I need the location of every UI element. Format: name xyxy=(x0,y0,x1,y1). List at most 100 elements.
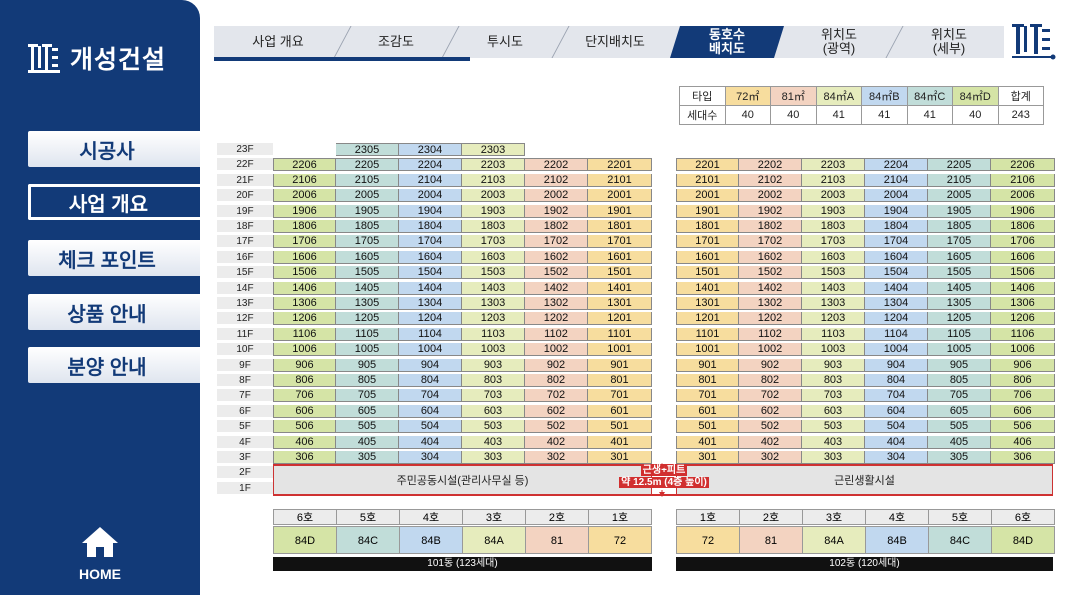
unit-cell[interactable]: 1506 xyxy=(991,266,1055,280)
unit-cell[interactable]: 1003 xyxy=(802,343,865,357)
unit-cell[interactable]: 1202 xyxy=(739,312,802,326)
unit-cell[interactable]: 2002 xyxy=(739,189,802,203)
unit-cell[interactable]: 1706 xyxy=(991,235,1055,249)
unit-cell[interactable]: 2201 xyxy=(676,158,739,172)
unit-cell[interactable]: 1706 xyxy=(273,235,336,249)
unit-cell[interactable]: 1603 xyxy=(802,250,865,264)
unit-cell[interactable]: 1403 xyxy=(462,281,525,295)
sidebar-item-checkpoint[interactable]: 체크 포인트 xyxy=(28,240,200,276)
unit-cell[interactable]: 801 xyxy=(676,374,739,387)
unit-cell[interactable]: 803 xyxy=(802,374,865,387)
unit-cell[interactable]: 2003 xyxy=(802,189,865,203)
unit-cell[interactable]: 2003 xyxy=(462,189,525,203)
unit-cell[interactable]: 1302 xyxy=(739,297,802,310)
unit-cell[interactable]: 1606 xyxy=(991,250,1055,264)
unit-cell[interactable]: 1201 xyxy=(588,312,652,326)
unit-cell[interactable]: 2001 xyxy=(676,189,739,203)
unit-cell[interactable]: 1903 xyxy=(462,204,525,218)
unit-cell[interactable]: 304 xyxy=(865,451,928,464)
unit-cell[interactable]: 1006 xyxy=(273,343,336,357)
unit-cell[interactable]: 2103 xyxy=(462,173,525,187)
unit-cell[interactable]: 1604 xyxy=(399,250,462,264)
unit-cell[interactable]: 1205 xyxy=(928,312,991,326)
unit-cell[interactable]: 1703 xyxy=(802,235,865,249)
unit-cell[interactable]: 1506 xyxy=(273,266,336,280)
unit-cell[interactable]: 501 xyxy=(588,420,652,434)
unit-cell[interactable]: 605 xyxy=(928,404,991,418)
unit-cell[interactable]: 1403 xyxy=(802,281,865,295)
unit-cell[interactable]: 1805 xyxy=(336,220,399,233)
unit-cell[interactable]: 303 xyxy=(802,451,865,464)
unit-cell[interactable]: 1701 xyxy=(676,235,739,249)
unit-cell[interactable]: 1401 xyxy=(588,281,652,295)
unit-cell[interactable]: 1902 xyxy=(525,204,588,218)
unit-cell[interactable]: 705 xyxy=(336,389,399,403)
unit-cell[interactable]: 1503 xyxy=(462,266,525,280)
unit-cell[interactable]: 1202 xyxy=(525,312,588,326)
unit-cell[interactable]: 503 xyxy=(802,420,865,434)
unit-cell[interactable]: 1306 xyxy=(991,297,1055,310)
unit-cell[interactable]: 1404 xyxy=(399,281,462,295)
unit-cell[interactable]: 2206 xyxy=(273,158,336,172)
tab-location-wide[interactable]: 위치도 (광역) xyxy=(821,27,857,56)
unit-cell[interactable]: 1204 xyxy=(399,312,462,326)
unit-cell[interactable]: 1504 xyxy=(399,266,462,280)
unit-cell[interactable]: 705 xyxy=(928,389,991,403)
unit-cell[interactable]: 2001 xyxy=(588,189,652,203)
unit-cell[interactable]: 701 xyxy=(588,389,652,403)
unit-cell[interactable]: 2101 xyxy=(676,173,739,187)
unit-cell[interactable]: 1901 xyxy=(588,204,652,218)
unit-cell[interactable]: 1904 xyxy=(399,204,462,218)
unit-cell[interactable]: 1304 xyxy=(865,297,928,310)
unit-cell[interactable]: 1505 xyxy=(928,266,991,280)
unit-cell[interactable]: 1204 xyxy=(865,312,928,326)
unit-cell[interactable]: 1002 xyxy=(525,343,588,357)
unit-cell[interactable]: 1906 xyxy=(273,204,336,218)
unit-cell[interactable]: 603 xyxy=(462,404,525,418)
unit-cell[interactable]: 1303 xyxy=(802,297,865,310)
unit-cell[interactable]: 2106 xyxy=(991,173,1055,187)
unit-cell[interactable]: 1804 xyxy=(865,220,928,233)
unit-cell[interactable]: 1103 xyxy=(462,327,525,341)
unit-cell[interactable]: 404 xyxy=(865,435,928,449)
unit-cell[interactable]: 1806 xyxy=(273,220,336,233)
unit-cell[interactable]: 804 xyxy=(865,374,928,387)
unit-cell[interactable]: 1903 xyxy=(802,204,865,218)
unit-cell[interactable]: 1301 xyxy=(588,297,652,310)
unit-cell[interactable]: 2203 xyxy=(462,158,525,172)
unit-cell[interactable]: 1704 xyxy=(399,235,462,249)
unit-cell[interactable]: 1701 xyxy=(588,235,652,249)
sidebar-item-sales[interactable]: 분양 안내 xyxy=(28,347,200,383)
unit-cell[interactable]: 1802 xyxy=(525,220,588,233)
unit-cell[interactable]: 2206 xyxy=(991,158,1055,172)
unit-cell[interactable]: 1606 xyxy=(273,250,336,264)
unit-cell[interactable]: 802 xyxy=(525,374,588,387)
unit-cell[interactable]: 1801 xyxy=(676,220,739,233)
unit-cell[interactable]: 2006 xyxy=(991,189,1055,203)
unit-cell[interactable]: 704 xyxy=(865,389,928,403)
unit-cell[interactable]: 1402 xyxy=(525,281,588,295)
unit-cell[interactable]: 2102 xyxy=(525,173,588,187)
tab-perspective[interactable]: 투시도 xyxy=(487,34,523,49)
unit-cell[interactable]: 2204 xyxy=(865,158,928,172)
unit-cell[interactable]: 503 xyxy=(462,420,525,434)
unit-cell[interactable]: 602 xyxy=(739,404,802,418)
unit-cell[interactable]: 2104 xyxy=(865,173,928,187)
unit-cell[interactable]: 1905 xyxy=(336,204,399,218)
unit-cell[interactable]: 1206 xyxy=(273,312,336,326)
unit-cell[interactable]: 1805 xyxy=(928,220,991,233)
unit-cell[interactable]: 901 xyxy=(676,358,739,372)
unit-cell[interactable]: 906 xyxy=(991,358,1055,372)
unit-cell[interactable]: 2105 xyxy=(928,173,991,187)
unit-cell[interactable]: 1205 xyxy=(336,312,399,326)
unit-cell[interactable]: 1405 xyxy=(928,281,991,295)
unit-cell[interactable]: 1802 xyxy=(739,220,802,233)
unit-cell[interactable]: 901 xyxy=(588,358,652,372)
unit-cell[interactable]: 2006 xyxy=(273,189,336,203)
unit-cell[interactable]: 703 xyxy=(802,389,865,403)
unit-cell[interactable]: 1304 xyxy=(399,297,462,310)
unit-cell[interactable]: 401 xyxy=(676,435,739,449)
unit-cell[interactable]: 801 xyxy=(588,374,652,387)
unit-cell[interactable]: 704 xyxy=(399,389,462,403)
unit-cell[interactable]: 505 xyxy=(928,420,991,434)
